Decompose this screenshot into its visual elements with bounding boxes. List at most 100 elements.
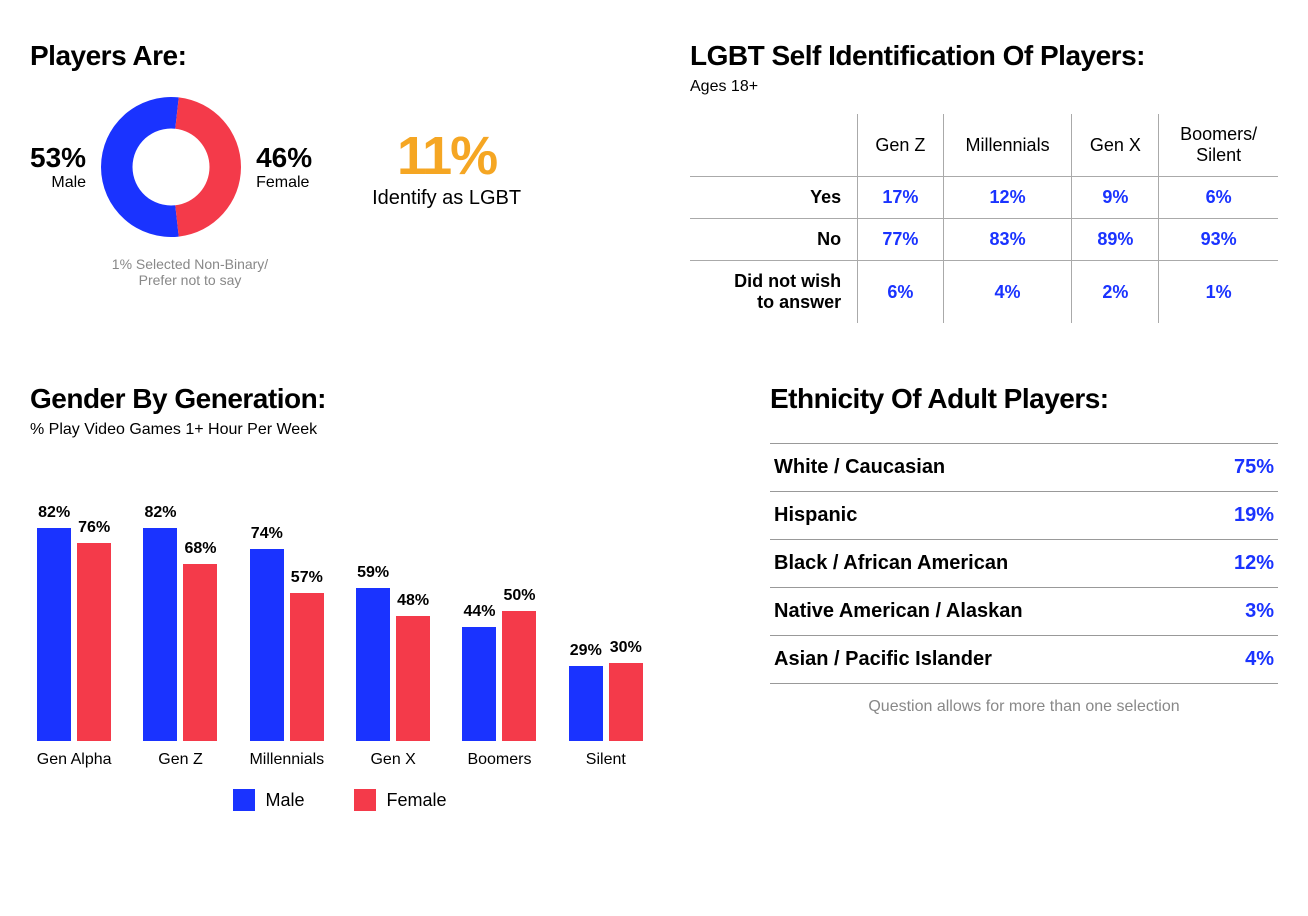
table-cell: 4% bbox=[943, 261, 1072, 324]
bar-category-label: Gen X bbox=[370, 751, 415, 769]
bar-category-label: Silent bbox=[586, 751, 626, 769]
ethnicity-table: White / Caucasian75%Hispanic19%Black / A… bbox=[770, 443, 1278, 684]
table-col-header: Gen X bbox=[1072, 114, 1159, 177]
bar-value-label: 48% bbox=[397, 592, 429, 610]
bar: 82% bbox=[37, 528, 71, 741]
table-col-header: Millennials bbox=[943, 114, 1072, 177]
legend-label: Female bbox=[386, 790, 446, 811]
table-row: Hispanic19% bbox=[770, 492, 1278, 540]
bar-value-label: 82% bbox=[144, 504, 176, 522]
bar-value-label: 30% bbox=[610, 639, 642, 657]
table-cell: 93% bbox=[1159, 219, 1278, 261]
donut-slice bbox=[175, 97, 241, 236]
table-row: Asian / Pacific Islander4% bbox=[770, 636, 1278, 684]
bar-category-label: Gen Z bbox=[158, 751, 202, 769]
legend-swatch bbox=[233, 789, 255, 811]
bar-value-label: 29% bbox=[570, 642, 602, 660]
ethnicity-panel: Ethnicity Of Adult Players: White / Cauc… bbox=[690, 383, 1278, 811]
ethnicity-value: 3% bbox=[1198, 588, 1278, 636]
bar: 82% bbox=[143, 528, 177, 741]
table-row-header: Yes bbox=[690, 177, 858, 219]
bar-value-label: 76% bbox=[78, 519, 110, 537]
female-donut-label: 46% Female bbox=[256, 142, 312, 192]
legend-swatch bbox=[354, 789, 376, 811]
table-corner bbox=[690, 114, 858, 177]
bar-group: 44%50%Boomers bbox=[455, 481, 543, 769]
gender-gen-subtitle: % Play Video Games 1+ Hour Per Week bbox=[30, 421, 650, 439]
male-sublabel: Male bbox=[30, 174, 86, 192]
table-col-header: Boomers/ Silent bbox=[1159, 114, 1278, 177]
bar: 48% bbox=[396, 616, 430, 741]
players-are-footnote: 1% Selected Non-Binary/ Prefer not to sa… bbox=[30, 256, 350, 288]
table-row-header: Did not wish to answer bbox=[690, 261, 858, 324]
table-cell: 83% bbox=[943, 219, 1072, 261]
ethnicity-title: Ethnicity Of Adult Players: bbox=[770, 383, 1278, 415]
gender-gen-panel: Gender By Generation: % Play Video Games… bbox=[30, 383, 650, 811]
bar-group: 59%48%Gen X bbox=[349, 481, 437, 769]
bar: 50% bbox=[502, 611, 536, 741]
table-cell: 6% bbox=[1159, 177, 1278, 219]
gender-gen-legend: Male Female bbox=[30, 789, 650, 811]
ethnicity-value: 4% bbox=[1198, 636, 1278, 684]
gender-gen-barchart: 82%76%Gen Alpha82%68%Gen Z74%57%Millenni… bbox=[30, 469, 650, 769]
male-pct: 53% bbox=[30, 142, 86, 174]
bar-value-label: 74% bbox=[251, 525, 283, 543]
bar-category-label: Gen Alpha bbox=[37, 751, 112, 769]
bar: 29% bbox=[569, 666, 603, 741]
female-pct: 46% bbox=[256, 142, 312, 174]
bar: 44% bbox=[462, 627, 496, 741]
legend-item: Female bbox=[354, 789, 446, 811]
table-cell: 77% bbox=[858, 219, 943, 261]
male-donut-label: 53% Male bbox=[30, 142, 86, 192]
lgbt-table-panel: LGBT Self Identification Of Players: Age… bbox=[690, 40, 1278, 323]
table-cell: 9% bbox=[1072, 177, 1159, 219]
bar: 59% bbox=[356, 588, 390, 741]
table-row: White / Caucasian75% bbox=[770, 444, 1278, 492]
ethnicity-label: Black / African American bbox=[770, 540, 1198, 588]
bar: 74% bbox=[250, 549, 284, 741]
bar: 68% bbox=[183, 564, 217, 741]
female-sublabel: Female bbox=[256, 174, 312, 192]
bar-group: 82%68%Gen Z bbox=[136, 481, 224, 769]
lgbt-table-subtitle: Ages 18+ bbox=[690, 78, 1278, 96]
ethnicity-label: White / Caucasian bbox=[770, 444, 1198, 492]
ethnicity-value: 19% bbox=[1198, 492, 1278, 540]
table-cell: 17% bbox=[858, 177, 943, 219]
gender-donut-wrap: 53% Male 46% Female bbox=[30, 92, 312, 242]
legend-item: Male bbox=[233, 789, 304, 811]
bar-value-label: 57% bbox=[291, 569, 323, 587]
bar-value-label: 68% bbox=[184, 540, 216, 558]
bar-value-label: 44% bbox=[463, 603, 495, 621]
bar: 57% bbox=[290, 593, 324, 741]
legend-label: Male bbox=[265, 790, 304, 811]
table-cell: 12% bbox=[943, 177, 1072, 219]
table-row: Black / African American12% bbox=[770, 540, 1278, 588]
lgbt-table: Gen ZMillennialsGen XBoomers/ SilentYes1… bbox=[690, 114, 1278, 323]
table-cell: 1% bbox=[1159, 261, 1278, 324]
ethnicity-note: Question allows for more than one select… bbox=[770, 698, 1278, 716]
ethnicity-value: 12% bbox=[1198, 540, 1278, 588]
gender-gen-title: Gender By Generation: bbox=[30, 383, 650, 415]
gender-donut-chart bbox=[96, 92, 246, 242]
players-are-panel: Players Are: 53% Male 46% Female 11% Ide… bbox=[30, 40, 650, 323]
lgbt-stat: 11% Identify as LGBT bbox=[372, 125, 521, 210]
bar-group: 82%76%Gen Alpha bbox=[30, 481, 118, 769]
bar-value-label: 50% bbox=[503, 587, 535, 605]
table-cell: 89% bbox=[1072, 219, 1159, 261]
ethnicity-label: Hispanic bbox=[770, 492, 1198, 540]
bar-category-label: Boomers bbox=[467, 751, 531, 769]
bar-group: 29%30%Silent bbox=[562, 481, 650, 769]
ethnicity-label: Asian / Pacific Islander bbox=[770, 636, 1198, 684]
bar: 76% bbox=[77, 543, 111, 741]
table-col-header: Gen Z bbox=[858, 114, 943, 177]
bar-value-label: 82% bbox=[38, 504, 70, 522]
table-cell: 6% bbox=[858, 261, 943, 324]
lgbt-label: Identify as LGBT bbox=[372, 187, 521, 210]
bar-group: 74%57%Millennials bbox=[243, 481, 331, 769]
bar: 30% bbox=[609, 663, 643, 741]
ethnicity-value: 75% bbox=[1198, 444, 1278, 492]
donut-slice bbox=[101, 97, 179, 237]
lgbt-table-title: LGBT Self Identification Of Players: bbox=[690, 40, 1278, 72]
bar-value-label: 59% bbox=[357, 564, 389, 582]
players-are-title: Players Are: bbox=[30, 40, 650, 72]
